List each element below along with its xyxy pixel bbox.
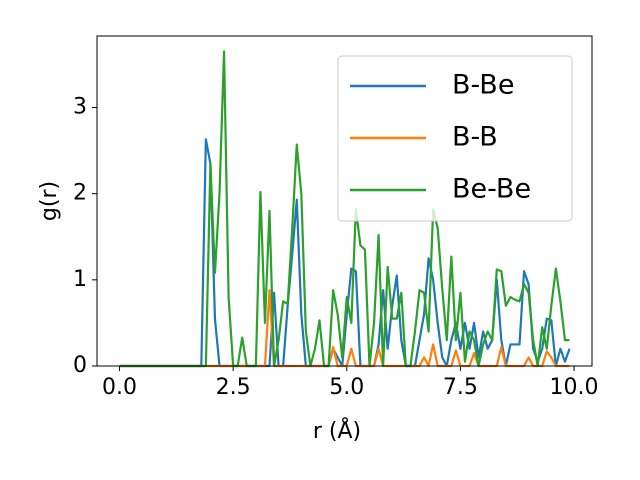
legend-box [337, 55, 573, 222]
x-axis-label: r (Å) [313, 417, 361, 444]
x-tick-label: 10.0 [550, 375, 599, 400]
x-tick-label: 2.5 [216, 375, 251, 400]
y-tick-label: 1 [73, 267, 87, 292]
y-tick-label: 3 [73, 95, 87, 120]
y-tick-label: 0 [73, 353, 87, 378]
y-tick-label: 2 [73, 181, 87, 206]
x-tick-label: 7.5 [443, 375, 478, 400]
x-tick-label: 5.0 [329, 375, 364, 400]
legend-label: B-B [452, 122, 498, 153]
legend-label: B-Be [452, 70, 514, 101]
x-tick-label: 0.0 [102, 375, 137, 400]
legend-label: Be-Be [452, 174, 531, 205]
y-axis-label: g(r) [37, 181, 62, 221]
plot-frame [96, 35, 593, 367]
